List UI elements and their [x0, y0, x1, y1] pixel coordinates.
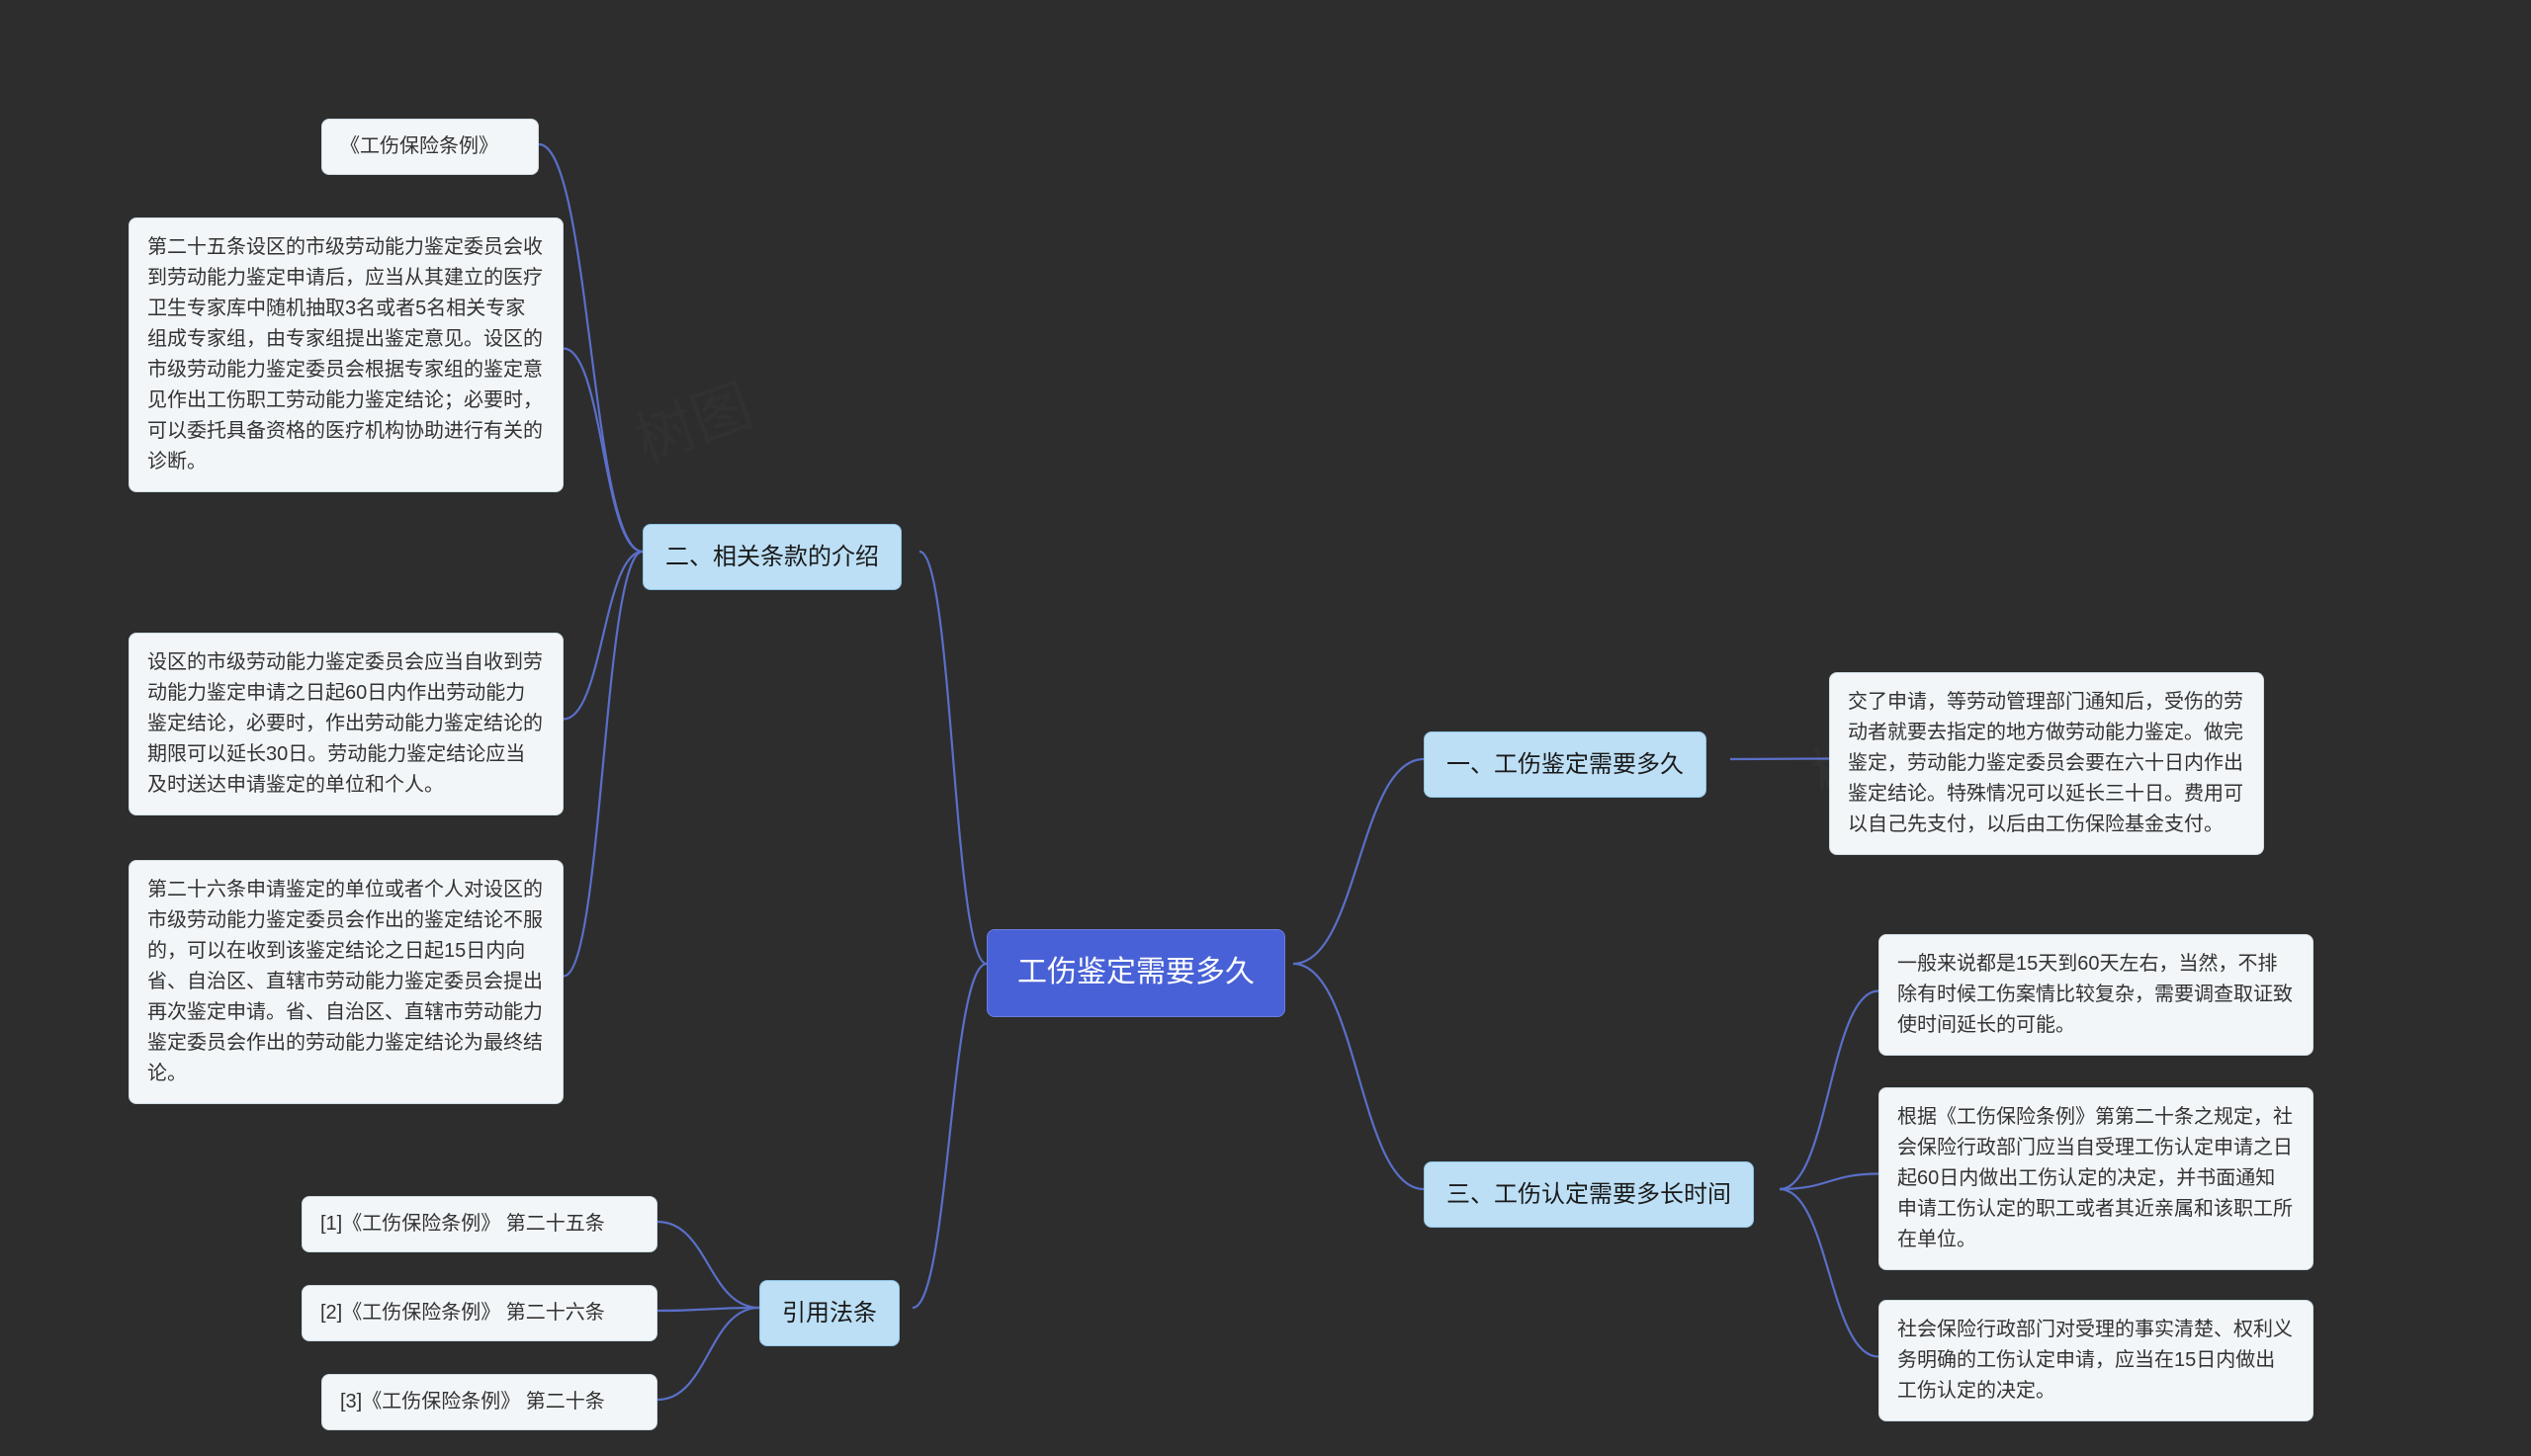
leaf-b2l3-label: 设区的市级劳动能力鉴定委员会应当自收到劳动能力鉴定申请之日起60日内作出劳动能力…: [147, 651, 543, 796]
connector-path: [564, 349, 643, 553]
connector-path: [1780, 1174, 1878, 1190]
mindmap-root[interactable]: 工伤鉴定需要多久: [987, 929, 1285, 1017]
leaf-b4l1-label: [1]《工伤保险条例》 第二十五条: [320, 1213, 605, 1235]
connector-path: [1780, 1189, 1878, 1357]
leaf-b2l4-label: 第二十六条申请鉴定的单位或者个人对设区的市级劳动能力鉴定委员会作出的鉴定结论不服…: [147, 879, 543, 1084]
leaf-b2l1[interactable]: 《工伤保险条例》: [321, 119, 539, 175]
leaf-b3l2[interactable]: 根据《工伤保险条例》第第二十条之规定，社会保险行政部门应当自受理工伤认定申请之日…: [1878, 1087, 2313, 1270]
leaf-b2l2-label: 第二十五条设区的市级劳动能力鉴定委员会收到劳动能力鉴定申请后，应当从其建立的医疗…: [147, 236, 543, 472]
leaf-b2l2[interactable]: 第二十五条设区的市级劳动能力鉴定委员会收到劳动能力鉴定申请后，应当从其建立的医疗…: [129, 217, 564, 492]
leaf-b4l2-label: [2]《工伤保险条例》 第二十六条: [320, 1302, 605, 1324]
connector-path: [913, 964, 987, 1308]
leaf-b2l3[interactable]: 设区的市级劳动能力鉴定委员会应当自收到劳动能力鉴定申请之日起60日内作出劳动能力…: [129, 633, 564, 815]
connector-path: [657, 1308, 759, 1311]
branch-b1-label: 一、工伤鉴定需要多久: [1446, 751, 1684, 778]
connector-path: [1730, 759, 1829, 760]
branch-b4-label: 引用法条: [782, 1300, 877, 1327]
leaf-b2l4[interactable]: 第二十六条申请鉴定的单位或者个人对设区的市级劳动能力鉴定委员会作出的鉴定结论不服…: [129, 860, 564, 1104]
leaf-b4l3-label: [3]《工伤保险条例》 第二十条: [340, 1391, 605, 1413]
connector-path: [564, 552, 643, 977]
leaf-b1l1-label: 交了申请，等劳动管理部门通知后，受伤的劳动者就要去指定的地方做劳动能力鉴定。做完…: [1848, 691, 2243, 835]
branch-b3-label: 三、工伤认定需要多长时间: [1446, 1181, 1731, 1208]
leaf-b2l1-label: 《工伤保险条例》: [340, 135, 498, 157]
connector-path: [657, 1308, 759, 1400]
connector-path: [564, 552, 643, 720]
leaf-b3l1[interactable]: 一般来说都是15天到60天左右，当然，不排除有时候工伤案情比较复杂，需要调查取证…: [1878, 934, 2313, 1056]
root-label: 工伤鉴定需要多久: [1017, 956, 1255, 988]
branch-b2[interactable]: 二、相关条款的介绍: [643, 524, 902, 590]
leaf-b1l1[interactable]: 交了申请，等劳动管理部门通知后，受伤的劳动者就要去指定的地方做劳动能力鉴定。做完…: [1829, 672, 2264, 855]
leaf-b4l3[interactable]: [3]《工伤保险条例》 第二十条: [321, 1374, 657, 1430]
connector-path: [657, 1222, 759, 1308]
watermark: 树图: [622, 358, 763, 479]
branch-b4[interactable]: 引用法条: [759, 1280, 900, 1346]
connector-path: [1293, 964, 1424, 1189]
connector-path: [1780, 991, 1878, 1190]
leaf-b4l1[interactable]: [1]《工伤保险条例》 第二十五条: [302, 1196, 657, 1252]
leaf-b3l3[interactable]: 社会保险行政部门对受理的事实清楚、权利义务明确的工伤认定申请，应当在15日内做出…: [1878, 1300, 2313, 1421]
branch-b2-label: 二、相关条款的介绍: [665, 544, 879, 570]
connector-path: [1293, 759, 1424, 964]
leaf-b3l1-label: 一般来说都是15天到60天左右，当然，不排除有时候工伤案情比较复杂，需要调查取证…: [1897, 953, 2293, 1036]
leaf-b4l2[interactable]: [2]《工伤保险条例》 第二十六条: [302, 1285, 657, 1341]
branch-b3[interactable]: 三、工伤认定需要多长时间: [1424, 1161, 1754, 1228]
leaf-b3l2-label: 根据《工伤保险条例》第第二十条之规定，社会保险行政部门应当自受理工伤认定申请之日…: [1897, 1106, 2293, 1250]
connector-path: [919, 552, 987, 964]
leaf-b3l3-label: 社会保险行政部门对受理的事实清楚、权利义务明确的工伤认定申请，应当在15日内做出…: [1897, 1319, 2293, 1402]
branch-b1[interactable]: 一、工伤鉴定需要多久: [1424, 731, 1706, 798]
